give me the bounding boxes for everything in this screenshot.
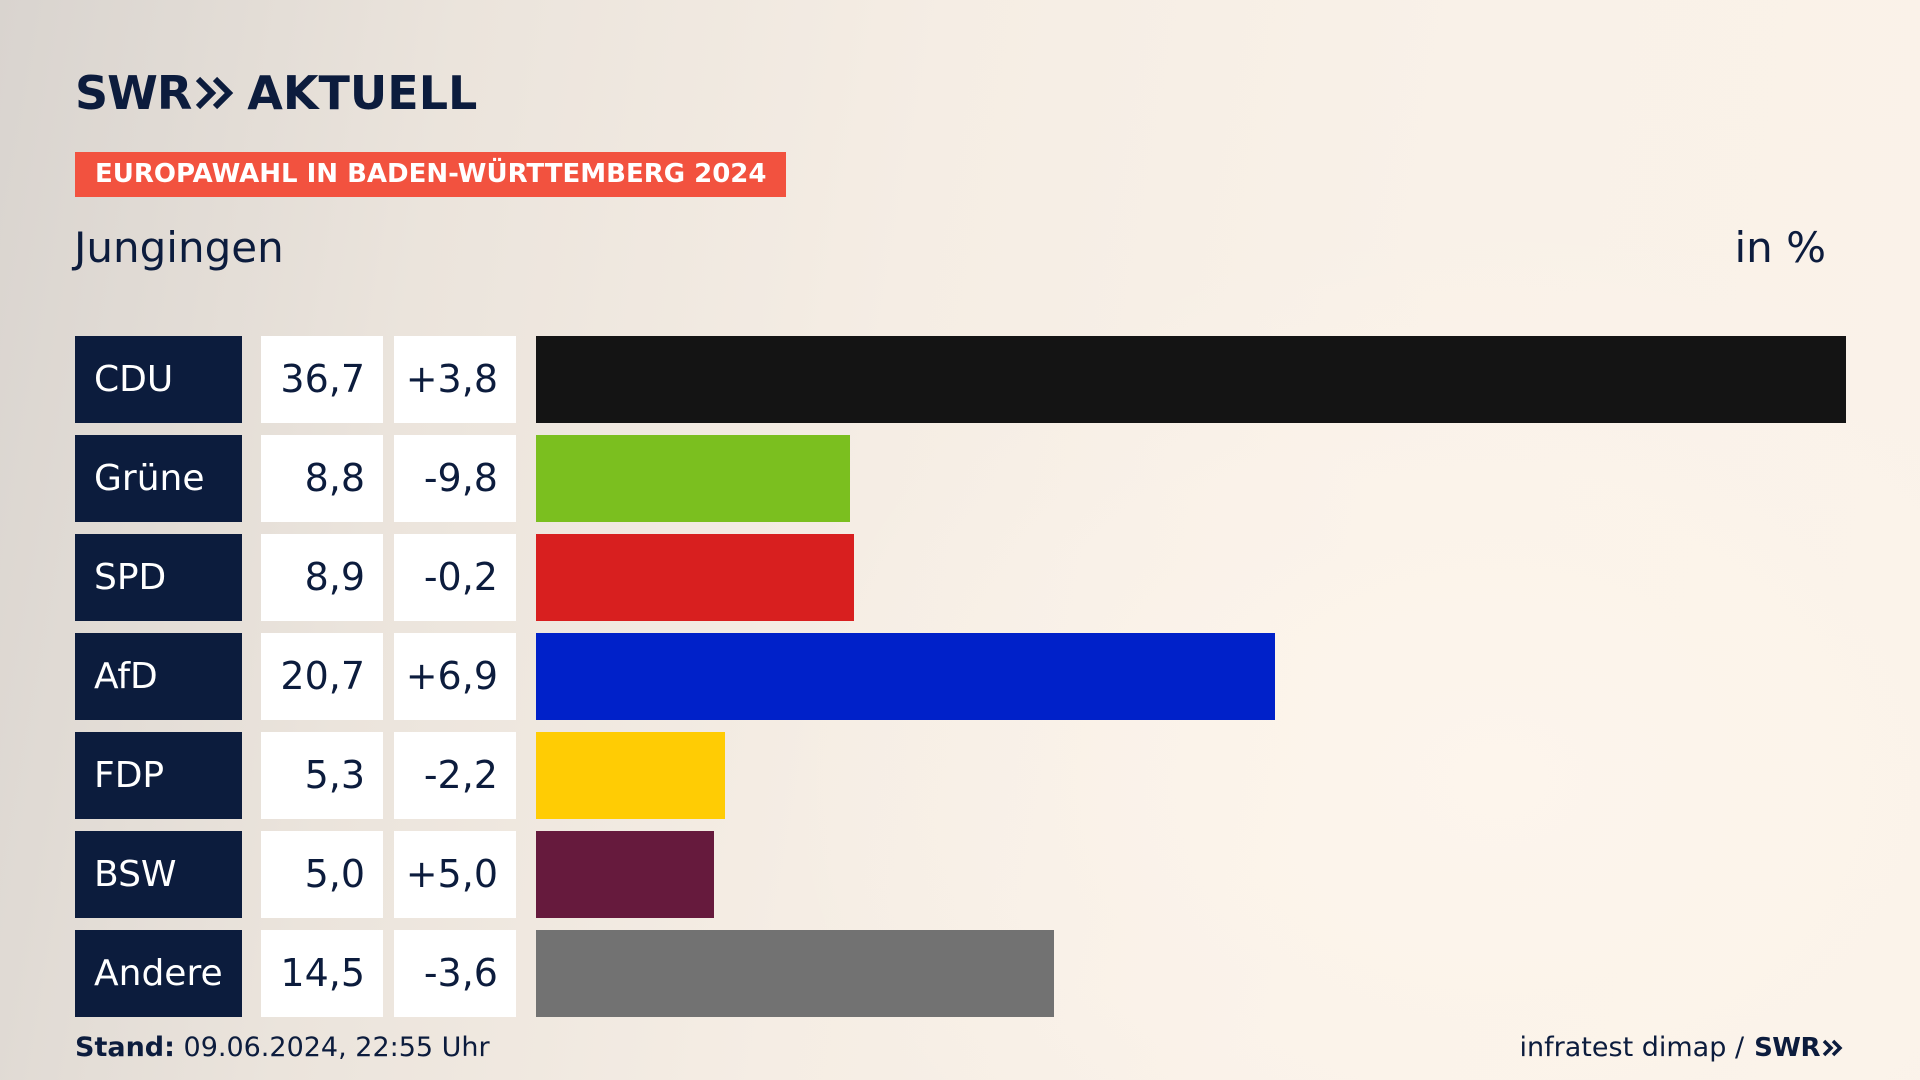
vote-share-label: 5,3 [261, 732, 383, 819]
swr-aktuell-logo: SWR AKTUELL [75, 68, 477, 118]
result-bar [536, 336, 1846, 423]
party-row: SPD 8,9 -0,2 [75, 534, 1846, 621]
timestamp: Stand: 09.06.2024, 22:55 Uhr [75, 1028, 490, 1068]
change-label: -0,2 [394, 534, 516, 621]
place-title: Jungingen [74, 223, 284, 272]
change-label: -3,6 [394, 930, 516, 1017]
result-bar [536, 534, 854, 621]
unit-label: in % [1734, 223, 1826, 272]
party-label: Grüne [75, 435, 242, 522]
vote-share-label: 5,0 [261, 831, 383, 918]
vote-share-label: 20,7 [261, 633, 383, 720]
party-label: BSW [75, 831, 242, 918]
source-credit: infratest dimap / SWR [1520, 1028, 1844, 1068]
logo-text: SWR [75, 66, 192, 120]
double-chevron-right-icon [196, 76, 234, 110]
party-row: CDU 36,7 +3,8 [75, 336, 1846, 423]
vote-share-label: 8,8 [261, 435, 383, 522]
stand-label: Stand: [75, 1032, 175, 1063]
result-bar [536, 732, 725, 819]
vote-share-label: 8,9 [261, 534, 383, 621]
party-row: BSW 5,0 +5,0 [75, 831, 1846, 918]
source-logo: SWR [1754, 1033, 1820, 1063]
result-bar [536, 831, 714, 918]
change-label: +3,8 [394, 336, 516, 423]
result-bar [536, 435, 850, 522]
party-row: AfD 20,7 +6,9 [75, 633, 1846, 720]
double-chevron-right-icon [1822, 1039, 1843, 1057]
party-label: SPD [75, 534, 242, 621]
party-label: FDP [75, 732, 242, 819]
source-text: infratest dimap / [1519, 1032, 1745, 1063]
stand-value: 09.06.2024, 22:55 Uhr [183, 1032, 490, 1063]
party-label: CDU [75, 336, 242, 423]
election-kicker: EUROPAWAHL IN BADEN-WÜRTTEMBERG 2024 [75, 152, 787, 197]
party-row: Andere 14,5 -3,6 [75, 930, 1846, 1017]
party-label: Andere [75, 930, 242, 1017]
change-label: -9,8 [394, 435, 516, 522]
change-label: -2,2 [394, 732, 516, 819]
change-label: +6,9 [394, 633, 516, 720]
party-row: Grüne 8,8 -9,8 [75, 435, 1846, 522]
vote-share-label: 36,7 [261, 336, 383, 423]
change-label: +5,0 [394, 831, 516, 918]
party-label: AfD [75, 633, 242, 720]
logo-suffix: AKTUELL [247, 66, 478, 120]
result-bar [536, 633, 1275, 720]
vote-share-label: 14,5 [261, 930, 383, 1017]
party-row: FDP 5,3 -2,2 [75, 732, 1846, 819]
result-bar [536, 930, 1054, 1017]
